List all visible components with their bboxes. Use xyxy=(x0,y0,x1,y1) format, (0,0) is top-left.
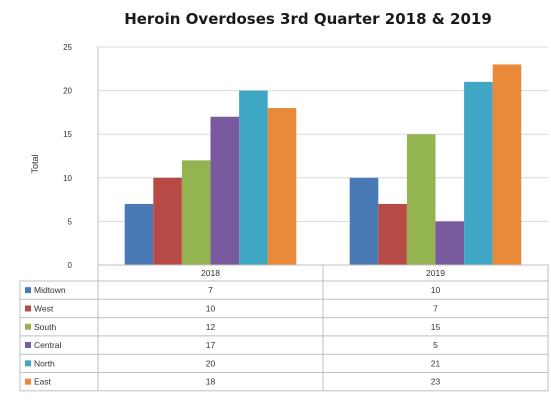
bar-east-2018 xyxy=(267,108,297,265)
data-label-east-2019: 23 xyxy=(431,377,441,387)
bar-west-2019 xyxy=(378,203,407,265)
data-label-midtown-2018: 7 xyxy=(208,285,213,295)
category-label: 2018 xyxy=(201,268,220,278)
y-tick-label: 5 xyxy=(68,217,73,226)
y-tick-label: 15 xyxy=(63,130,72,139)
legend-label-central: Central xyxy=(34,340,62,350)
y-tick-label: 10 xyxy=(63,174,72,183)
data-label-midtown-2019: 10 xyxy=(431,285,441,295)
bar-central-2019 xyxy=(435,221,465,265)
legend-key-south xyxy=(25,323,31,330)
data-label-central-2018: 17 xyxy=(206,340,216,350)
data-label-west-2018: 10 xyxy=(206,303,216,313)
legend-key-east xyxy=(25,378,31,385)
bar-east-2019 xyxy=(492,64,522,265)
legend-label-south: South xyxy=(34,322,56,332)
legend-label-west: West xyxy=(34,303,54,313)
data-label-south-2019: 15 xyxy=(431,322,441,332)
data-label-west-2019: 7 xyxy=(433,303,438,313)
bars xyxy=(124,64,522,265)
legend-key-central xyxy=(25,342,31,349)
bar-south-2018 xyxy=(181,160,211,265)
y-tick-label: 20 xyxy=(63,87,72,96)
data-label-north-2019: 21 xyxy=(431,358,441,368)
y-tick-label: 0 xyxy=(68,261,73,270)
data-label-central-2019: 5 xyxy=(433,340,438,350)
legend-label-midtown: Midtown xyxy=(34,285,66,295)
legend-label-north: North xyxy=(34,358,55,368)
chart-title: Heroin Overdoses 3rd Quarter 2018 & 2019 xyxy=(124,10,492,28)
y-tick-label: 25 xyxy=(63,43,72,52)
bar-north-2019 xyxy=(464,81,493,265)
legend-label-east: East xyxy=(34,377,52,387)
y-tick-labels: 0 5 10 15 20 25 xyxy=(63,43,72,270)
data-label-east-2018: 18 xyxy=(206,377,216,387)
legend-key-west xyxy=(25,305,31,312)
bar-south-2019 xyxy=(406,134,436,265)
bar-midtown-2019 xyxy=(349,177,379,265)
bar-midtown-2018 xyxy=(124,203,154,265)
data-label-north-2018: 20 xyxy=(206,358,216,368)
data-label-south-2018: 12 xyxy=(206,322,216,332)
y-axis-label: Total xyxy=(30,154,40,173)
category-label: 2019 xyxy=(426,268,445,278)
legend-key-midtown xyxy=(25,287,31,294)
legend-key-north xyxy=(25,360,31,367)
bar-central-2018 xyxy=(210,116,240,265)
bar-north-2018 xyxy=(239,90,268,265)
bar-west-2018 xyxy=(153,177,182,265)
